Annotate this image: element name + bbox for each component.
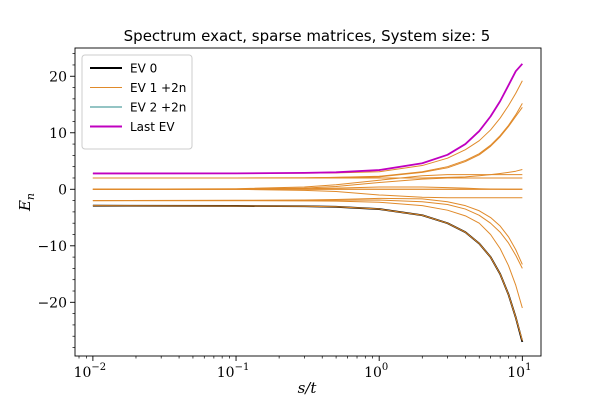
legend: EV 0 EV 1 +2n EV 2 +2n Last EV — [81, 54, 193, 150]
x-axis-label: s/t — [298, 379, 318, 397]
legend-label: EV 1 +2n — [130, 81, 186, 95]
x-tick-label: 101 — [507, 362, 531, 381]
series-line-4 — [92, 197, 523, 265]
series-line-12 — [92, 103, 523, 179]
x-tick-label: 10−1 — [217, 362, 250, 381]
y-tick-label: 10 — [49, 126, 67, 142]
legend-entries: EV 0 EV 1 +2n EV 2 +2n Last EV — [90, 62, 186, 134]
series-layer — [92, 63, 524, 343]
series-line-8 — [92, 177, 523, 190]
x-tick-label: 10−2 — [74, 362, 107, 381]
series-line-9 — [92, 174, 523, 190]
y-tick-label: 0 — [58, 182, 67, 198]
series-line-14 — [92, 63, 524, 175]
series-line-1 — [92, 205, 523, 341]
y-tick-label: 20 — [49, 69, 67, 85]
series-line-5 — [92, 188, 523, 199]
y-tick-label: −20 — [37, 295, 67, 311]
legend-label: EV 0 — [130, 62, 157, 76]
x-tick-label: 100 — [364, 362, 388, 381]
series-line-3 — [92, 199, 523, 269]
plot-area — [74, 47, 542, 357]
y-axis-label: En — [16, 193, 37, 212]
chart-title: Spectrum exact, sparse matrices, System … — [124, 27, 491, 45]
legend-label: Last EV — [130, 120, 175, 134]
legend-label: EV 2 +2n — [130, 101, 186, 115]
y-tick-label: −10 — [37, 239, 67, 255]
plot-frame — [74, 47, 542, 357]
